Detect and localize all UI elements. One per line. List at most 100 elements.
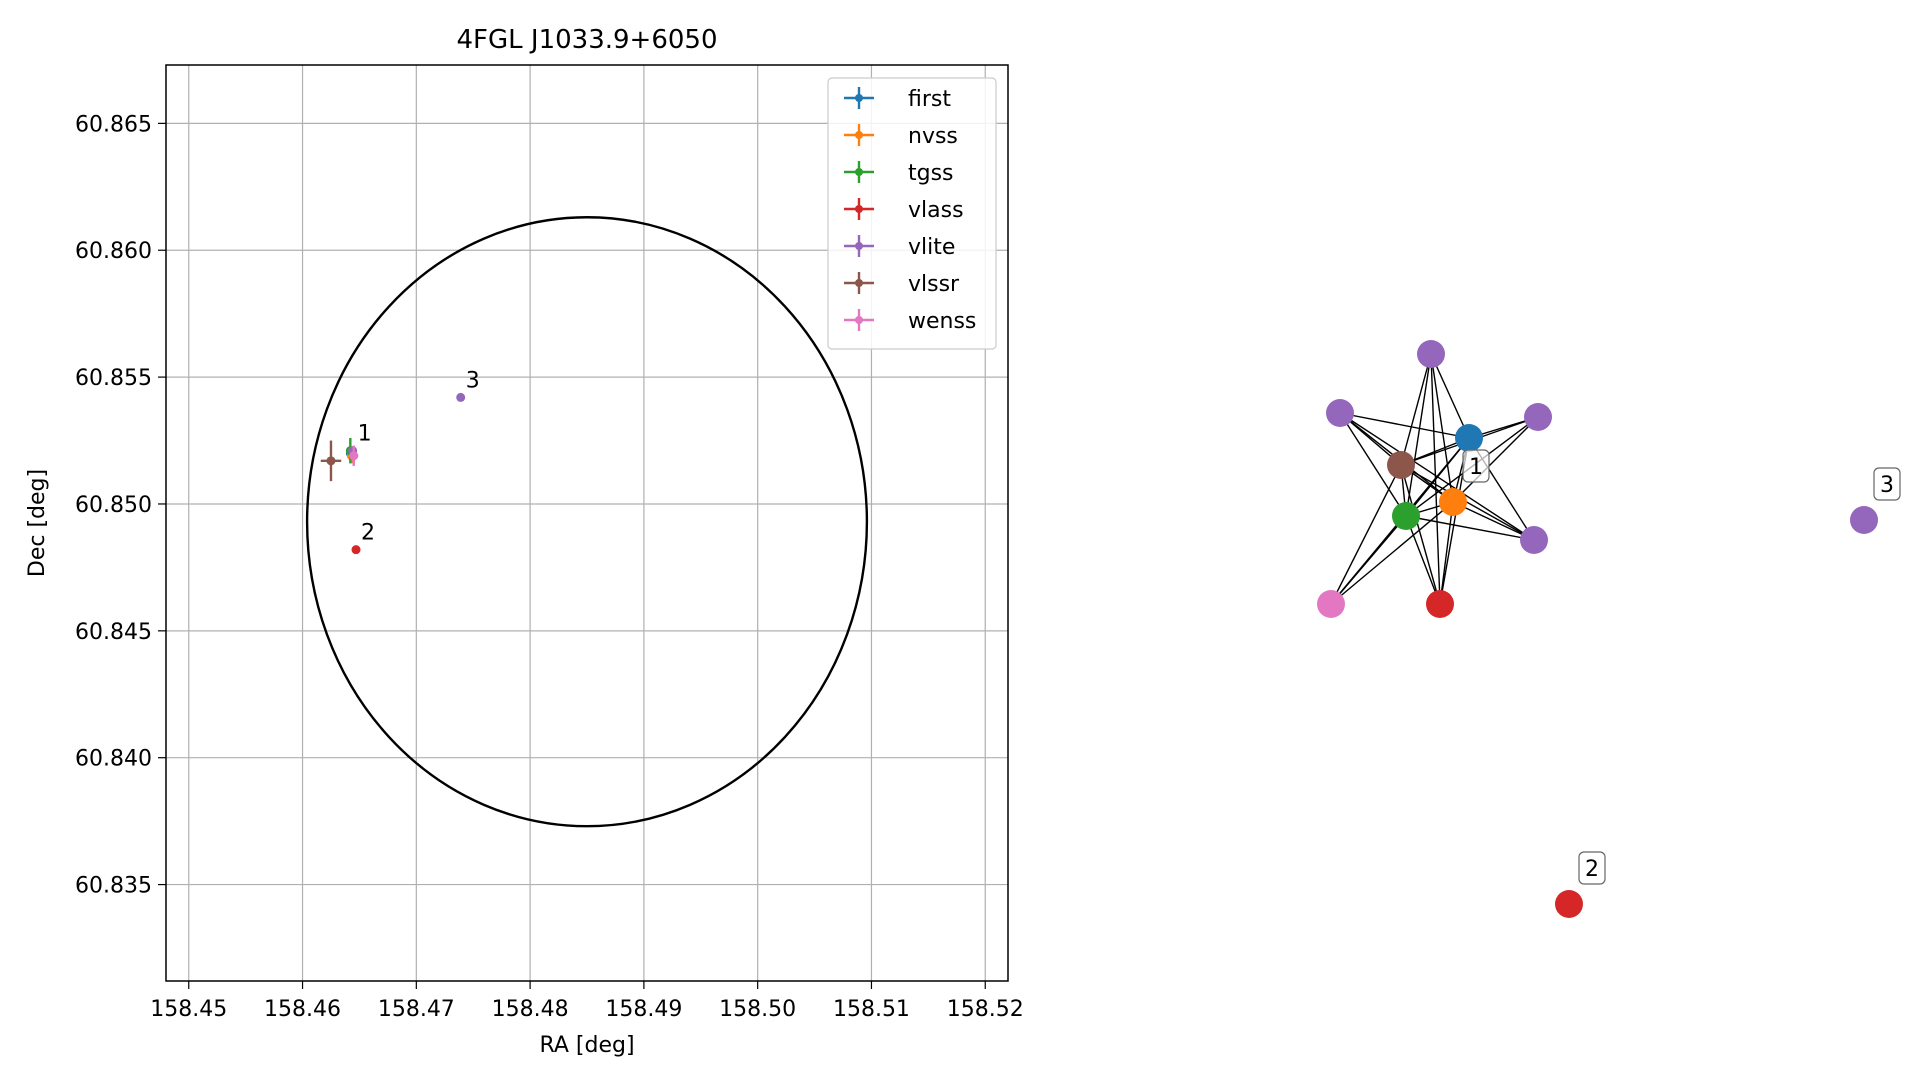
network-label-text: 2	[1585, 857, 1599, 882]
legend-label: vlass	[908, 198, 964, 223]
x-axis-ticks: 158.45 158.46 158.47 158.48 158.49 158.50 158.…	[150, 981, 1024, 1022]
network-node-vlite	[1520, 526, 1548, 554]
y-tick-label: 60.855	[75, 366, 152, 391]
scatter-panel: 4FGL J1033.9+6050 1 2 3 158.45 158.46 158.47…	[25, 25, 1024, 1058]
legend-entry-vlass: vlass	[844, 198, 964, 223]
network-edge	[1439, 501, 1454, 605]
y-tick-label: 60.845	[75, 620, 152, 645]
legend-label: tgss	[908, 161, 954, 186]
plot-frame	[165, 64, 1009, 982]
point-marker	[351, 545, 361, 555]
x-tick-label: 158.45	[150, 997, 227, 1022]
legend-marker-dot	[855, 168, 863, 176]
network-label-box	[1462, 449, 1490, 483]
x-tick-label: 158.48	[492, 997, 569, 1022]
network-edge	[1330, 464, 1402, 605]
y-tick-label: 60.860	[75, 239, 152, 264]
network-node-vlite	[1524, 403, 1552, 431]
legend-label: vlite	[908, 235, 955, 260]
error-ellipse-outline	[305, 216, 869, 828]
network-label-text: 1	[1469, 455, 1483, 480]
network-node-tgss	[1392, 502, 1420, 530]
network-label-2: 2	[1578, 851, 1606, 885]
network-node-wenss	[1317, 590, 1345, 618]
legend-marker-dot	[855, 94, 863, 102]
network-labels: 1 3 2	[1462, 449, 1901, 885]
legend-entry-vlssr: vlssr	[844, 272, 960, 297]
network-edge	[1330, 501, 1454, 605]
annotation-1: 1	[358, 422, 372, 447]
y-tick-label: 60.865	[75, 112, 152, 137]
network-node-nvss	[1439, 488, 1467, 516]
legend-entry-tgss: tgss	[844, 161, 954, 186]
x-tick-label: 158.52	[947, 997, 1024, 1022]
network-nodes	[1317, 340, 1878, 918]
legend-marker-dot	[855, 279, 863, 287]
network-node-vlite	[1417, 340, 1445, 368]
y-tick-label: 60.850	[75, 493, 152, 518]
network-label-text: 3	[1880, 473, 1894, 498]
legend: first nvss tgss vlass vlite vlssr wenss	[827, 77, 997, 350]
network-node-vlite	[1850, 506, 1878, 534]
network-edge	[1405, 515, 1535, 541]
network-node-vlite	[1326, 399, 1354, 427]
point-marker	[456, 392, 466, 402]
chart-title: 4FGL J1033.9+6050	[457, 25, 718, 55]
x-tick-label: 158.50	[719, 997, 796, 1022]
network-node-vlssr	[1387, 451, 1415, 479]
point-vlssr	[320, 440, 342, 482]
legend-label: wenss	[908, 309, 976, 334]
legend-entry-nvss: nvss	[844, 124, 958, 149]
network-node-vlass	[1555, 890, 1583, 918]
network-edge	[1400, 464, 1535, 541]
network-edge	[1430, 353, 1470, 439]
legend-label: vlssr	[908, 272, 960, 297]
network-edge	[1452, 501, 1535, 541]
network-edge	[1339, 412, 1470, 439]
network-node-vlass	[1426, 590, 1454, 618]
x-tick-label: 158.46	[264, 997, 341, 1022]
error-ellipse	[305, 216, 869, 828]
point-vlass	[351, 545, 361, 555]
legend-entry-vlite: vlite	[844, 235, 955, 260]
legend-marker-dot	[855, 242, 863, 250]
legend-label: first	[908, 87, 951, 112]
network-label-box	[1873, 467, 1901, 501]
y-tick-label: 60.840	[75, 747, 152, 772]
network-label-3: 3	[1873, 467, 1901, 501]
network-edge	[1330, 515, 1407, 605]
network-node-first	[1455, 424, 1483, 452]
network-edge	[1405, 353, 1432, 517]
point-wenss	[349, 445, 359, 466]
network-edge	[1405, 515, 1441, 605]
points	[320, 392, 466, 555]
x-tick-label: 158.47	[378, 997, 455, 1022]
network-label-1: 1	[1462, 449, 1490, 483]
network-edge	[1400, 464, 1441, 605]
y-axis-ticks: 60.835 60.840 60.845 60.850 60.855 60.860 60.8…	[75, 112, 166, 899]
legend-marker-dot	[855, 316, 863, 324]
network-edge	[1430, 353, 1454, 503]
network-edge	[1452, 416, 1539, 503]
legend-entry-wenss: wenss	[844, 309, 976, 334]
legend-entry-first: first	[844, 87, 951, 112]
network-panel: 1 3 2	[1317, 340, 1901, 918]
x-axis-label: RA [deg]	[539, 1033, 634, 1058]
y-tick-label: 60.835	[75, 874, 152, 899]
legend-marker-dot	[855, 131, 863, 139]
network-label-box	[1578, 851, 1606, 885]
network-edge	[1400, 353, 1432, 466]
x-tick-label: 158.51	[833, 997, 910, 1022]
legend-label: nvss	[908, 124, 958, 149]
point-marker	[349, 451, 359, 461]
annotations: 1 2 3	[358, 368, 480, 545]
x-tick-label: 158.49	[605, 997, 682, 1022]
legend-box	[827, 77, 997, 350]
grid	[166, 65, 1008, 981]
y-axis-label: Dec [deg]	[25, 469, 50, 577]
network-edge	[1339, 412, 1407, 517]
point-marker	[326, 456, 336, 466]
annotation-2: 2	[361, 521, 375, 546]
point-vlite	[456, 392, 466, 402]
